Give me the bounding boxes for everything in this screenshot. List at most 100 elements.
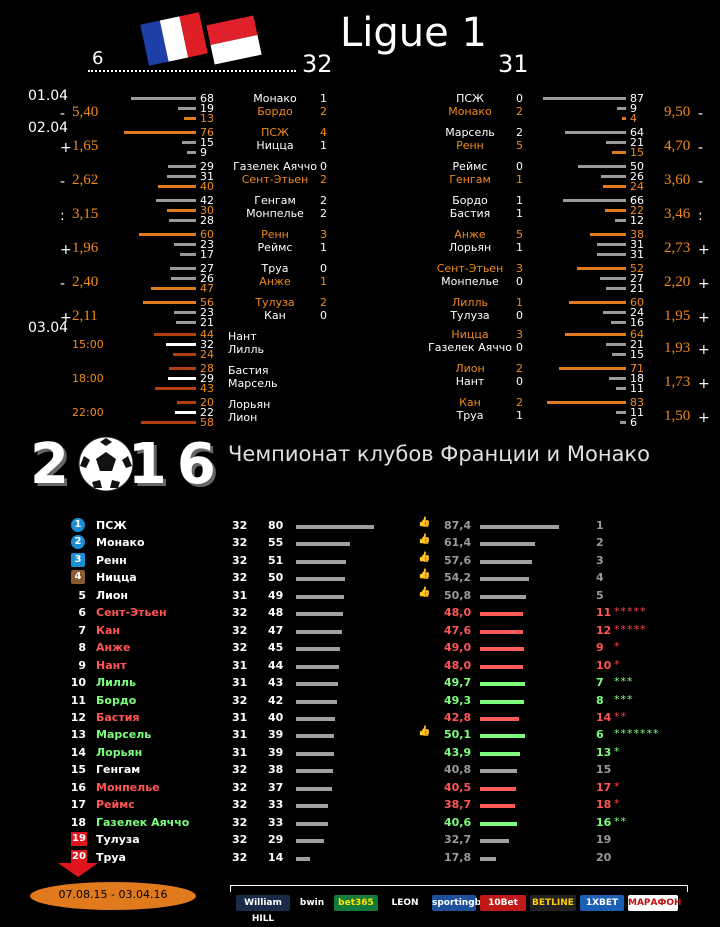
team-score: 1 [320,92,327,105]
odd-sign: + [698,376,710,392]
probability-bar [166,343,196,346]
team-name: Бордо [452,194,488,207]
table-row: 17 Реймс 32 33 38,7 18 * [0,797,720,814]
probability-bar [168,165,196,168]
team-score: 2 [516,362,523,375]
probability-bar [154,333,196,336]
projected-rank: 4 [596,571,604,585]
sponsor-logo: 1XBET [580,895,624,911]
team-score: 0 [516,275,523,288]
games-played: 32 [232,519,248,532]
probability-value: 64 [630,126,644,139]
games-played: 32 [232,641,248,655]
team-name: Нант [228,330,257,343]
games-played: 32 [232,623,248,637]
kickoff-time: 15:00 [72,338,104,351]
probability-bar [156,199,196,202]
probability-bar [184,117,196,120]
team-score: 5 [516,139,523,152]
projected-rank: 1 [596,519,604,532]
position: 17 [70,798,86,812]
position-badge: 1 [71,518,85,532]
team-name: Ренн [96,553,127,567]
probability-value: 40 [200,180,214,193]
probability-bar [597,253,626,256]
points: 50 [268,571,284,585]
team-name: ПСЖ [456,92,484,105]
position: 18 [70,815,86,829]
projected-rank: 3 [596,553,604,567]
projected-rank: 8 [596,693,604,707]
probability-value: 50 [630,160,644,173]
percentage-bar [480,682,525,687]
probability-bar [603,185,626,188]
probability-bar [175,411,196,414]
team-name: ПСЖ [96,519,127,532]
date-label: 01.04 [28,88,69,104]
probability-value: 28 [200,362,214,375]
probability-value: 83 [630,396,644,409]
points: 45 [268,641,284,655]
points-bar [296,839,324,844]
games-played: 31 [232,710,248,724]
probability-bar [606,343,626,346]
probability-value: 32 [200,338,214,351]
projected-rank: 6 [596,728,604,742]
team-name: ПСЖ [261,126,289,139]
team-name: Тулуза [96,833,140,847]
projected-rank: 10 [596,658,612,672]
date-label: 03.04 [28,320,69,336]
odd-sign: - [698,140,704,156]
team-name: Марсель [96,728,152,742]
probability-value: 23 [200,238,214,251]
percentage-bar [480,542,535,547]
points: 39 [268,745,284,759]
probability-value: 11 [630,382,644,395]
probability-value: 4 [630,112,637,125]
table-row: 10 Лилль 31 43 49,7 7 *** [0,675,720,692]
odd-value: 1,50 [664,408,691,424]
position: 9 [78,658,86,672]
games-played: 31 [232,676,248,690]
points: 37 [268,780,284,794]
table-row: 4 Ницца 32 50 👍 54,2 4 [0,569,720,587]
table-row: 3 Ренн 32 51 👍 57,6 3 [0,552,720,570]
probability-bar [174,243,196,246]
probability-bar [170,267,196,270]
percentage-bar [480,769,517,774]
odd-sign: + [60,140,72,156]
odd-value: 3,60 [664,172,691,188]
team-name: Реймс [257,241,293,254]
probability-bar [612,151,626,154]
points-bar [296,525,374,529]
team-score: 4 [320,126,327,139]
position: 5 [78,588,86,602]
probability-value: 42 [200,194,214,207]
team-score: 0 [516,309,523,322]
odd-sign: : [698,208,703,224]
points: 42 [268,693,284,707]
rank-change-stars: ***** [614,622,647,636]
team-name: Бастия [96,710,140,724]
rank-change-stars: ** [614,814,627,828]
team-name: Монако [448,105,492,118]
points-bar [296,769,333,774]
thumbs-up-icon: 👍 [418,726,431,738]
win-percentage: 40,6 [444,815,472,829]
probability-value: 60 [630,296,644,309]
position: 16 [70,780,86,794]
odd-sign: + [60,242,72,258]
odd-value: 3,15 [72,206,99,222]
win-percentage: 54,2 [444,571,472,585]
probability-value: 66 [630,194,644,207]
probability-bar [168,377,196,380]
percentage-bar [480,804,515,809]
kickoff-time: 18:00 [72,372,104,385]
sponsor-logo: bwin [294,895,330,911]
team-name: Ренн [456,139,484,152]
probability-bar [131,97,196,100]
probability-bar [606,287,626,290]
position: 10 [70,676,86,690]
probability-bar [616,387,626,390]
probability-value: 76 [200,126,214,139]
